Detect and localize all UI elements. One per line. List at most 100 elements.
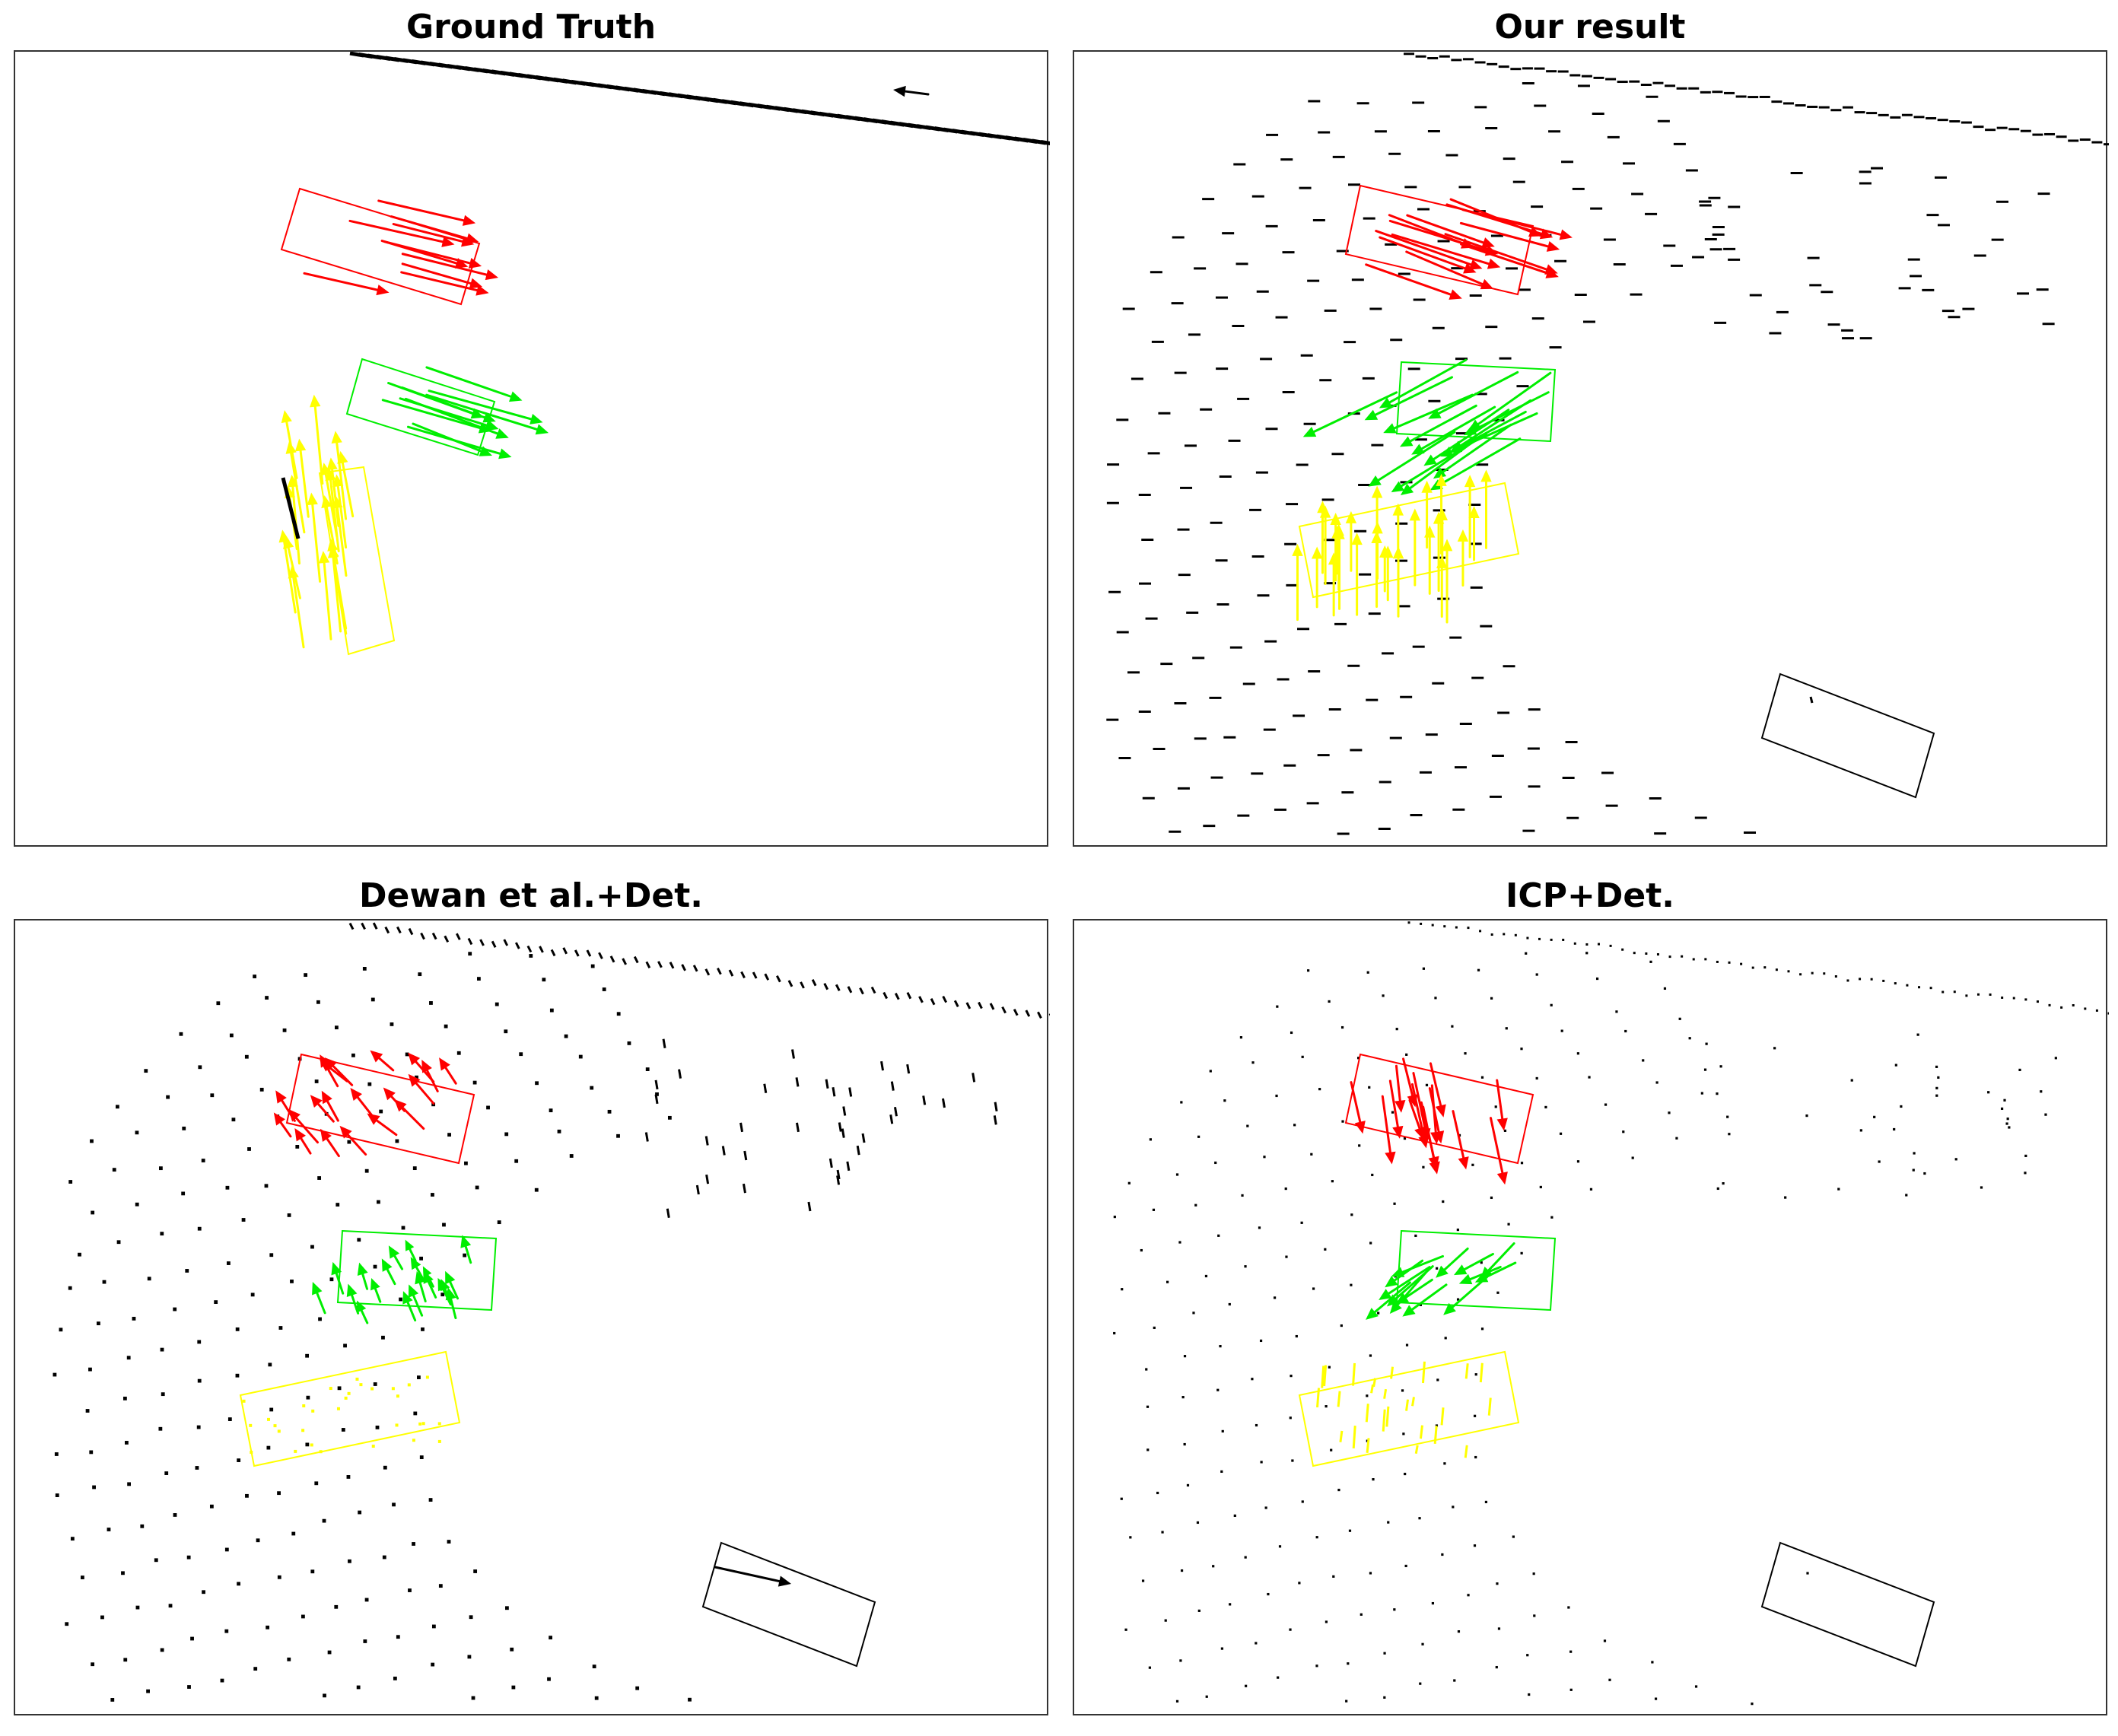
flow-mark-black: [535, 1081, 539, 1086]
flow-arrow-yellow-head: [281, 410, 292, 424]
panel-title-icp: ICP+Det.: [1506, 876, 1674, 915]
flow-mark-black: [721, 1146, 726, 1156]
flow-mark-black: [186, 1555, 191, 1560]
flow-mark-black: [268, 1362, 272, 1367]
flow-mark-black: [1161, 1531, 1164, 1534]
flow-mark-black: [231, 1118, 236, 1122]
flow-arrow-red-head: [1407, 1094, 1418, 1108]
panel-our-result: [1073, 50, 2109, 847]
flow-arrow-green: [1393, 1259, 1424, 1282]
flow-arrow-green: [1377, 431, 1456, 482]
flow-mark-black: [277, 1491, 281, 1496]
flow-arrow-green: [464, 1245, 472, 1264]
flow-mark-yellow: [250, 1451, 253, 1455]
flow-arrow-yellow-head: [1436, 507, 1448, 520]
flow-arrow-green: [418, 1281, 427, 1302]
flow-mark-black: [1175, 1173, 1179, 1176]
flow-mark-black: [317, 1176, 322, 1180]
wall-flow-mark: [598, 952, 603, 959]
flow-mark-black: [667, 1115, 672, 1120]
wall-flow-mark: [1799, 973, 1802, 976]
flow-mark-black: [1716, 1092, 1719, 1095]
flow-arrow-red: [401, 1106, 425, 1130]
flow-mark-black: [431, 1193, 434, 1197]
flow-mark-black: [1141, 1579, 1145, 1582]
flow-mark-black: [654, 1079, 659, 1090]
flow-arrow-red: [1422, 1105, 1436, 1164]
flow-mark-black: [473, 1569, 478, 1573]
flow-arrow-red-head: [439, 1057, 450, 1071]
flow-arrow-yellow-head: [1382, 545, 1394, 558]
flow-mark-black: [1382, 994, 1385, 997]
flow-mark-black: [1535, 1076, 1538, 1080]
flow-mark-black: [357, 1238, 361, 1242]
flow-arrow-green-head: [1433, 467, 1447, 479]
flow-mark-black: [1369, 1242, 1372, 1245]
flow-mark-yellow: [1337, 1391, 1341, 1407]
flow-mark-black: [1719, 1065, 1722, 1068]
wall-flow-mark: [526, 945, 533, 953]
flow-mark-black: [197, 1340, 202, 1344]
flow-arrow-yellow-head: [283, 536, 294, 549]
flow-arrow-yellow-head: [1441, 539, 1453, 552]
flow-mark-black: [1212, 1565, 1215, 1568]
wall-flow-mark: [1040, 140, 1050, 145]
flow-arrow-green-head: [405, 1239, 415, 1251]
flow-mark-black: [1358, 1144, 1361, 1147]
flow-mark-yellow: [1352, 1362, 1356, 1386]
flow-mark-black: [1290, 1031, 1293, 1035]
flow-mark-black: [2005, 1122, 2008, 1125]
flow-mark-yellow: [1464, 1445, 1468, 1458]
flow-mark-yellow: [1366, 1438, 1370, 1453]
flow-mark-black: [125, 1441, 129, 1445]
flow-arrow-green: [1442, 423, 1512, 473]
flow-arrow-green-head: [423, 1270, 434, 1284]
flow-mark-black: [364, 1168, 369, 1173]
flow-mark-black: [158, 1166, 163, 1171]
wall-flow-mark: [1526, 936, 1529, 940]
flow-mark-black: [1357, 1057, 1360, 1060]
flow-mark-black: [2008, 1126, 2011, 1129]
flow-mark-black: [1474, 1373, 1477, 1376]
flow-mark-black: [1422, 967, 1426, 970]
wall-flow-mark: [882, 991, 889, 1000]
flow-mark-black: [1441, 1553, 1444, 1556]
flow-arrow-green-head: [1440, 447, 1454, 457]
flow-arrow-red-head: [1385, 1151, 1396, 1165]
flow-mark-black: [237, 1458, 241, 1462]
flow-mark-black: [1255, 1642, 1258, 1645]
flow-mark-black: [842, 1106, 847, 1116]
flow-mark-black: [277, 1575, 281, 1579]
flow-mark-black: [704, 1136, 709, 1146]
flow-mark-black: [1913, 1152, 1916, 1155]
flow-mark-black: [1331, 1180, 1334, 1183]
flow-mark-black: [1273, 1296, 1277, 1299]
flow-arrow-yellow-head: [1409, 508, 1421, 521]
flow-mark-black: [1146, 1448, 1150, 1451]
flow-mark-black: [348, 1559, 351, 1563]
flow-arrow-red: [328, 1066, 348, 1083]
flow-mark-yellow: [329, 1387, 332, 1391]
flow-mark-black: [314, 1079, 319, 1083]
flow-mark-yellow: [1411, 1397, 1415, 1407]
wall-flow-mark: [1025, 1009, 1031, 1017]
flow-mark-black: [1544, 1105, 1547, 1109]
flow-mark-black: [832, 1087, 836, 1097]
flow-arrow-red-head: [288, 1108, 301, 1122]
flow-arrow-yellow-head: [318, 551, 330, 564]
flow-mark-yellow: [302, 1404, 306, 1407]
flow-mark-black: [264, 1184, 269, 1188]
flow-mark-black: [564, 1034, 568, 1038]
wall-flow-mark: [835, 984, 841, 992]
flow-mark-black: [1859, 1129, 1862, 1132]
flow-mark-black: [1341, 1120, 1344, 1123]
flow-mark-black: [1668, 1111, 1671, 1114]
flow-mark-black: [592, 1664, 596, 1669]
flow-mark-black: [1655, 1081, 1658, 1084]
flow-mark-black: [1285, 1255, 1288, 1258]
flow-mark-black: [1301, 1055, 1304, 1058]
wall-flow-mark: [431, 932, 437, 940]
flow-arrow-green-head: [331, 1261, 342, 1276]
wall-flow-mark: [2084, 1007, 2087, 1010]
wall-flow-mark: [1633, 952, 1636, 955]
